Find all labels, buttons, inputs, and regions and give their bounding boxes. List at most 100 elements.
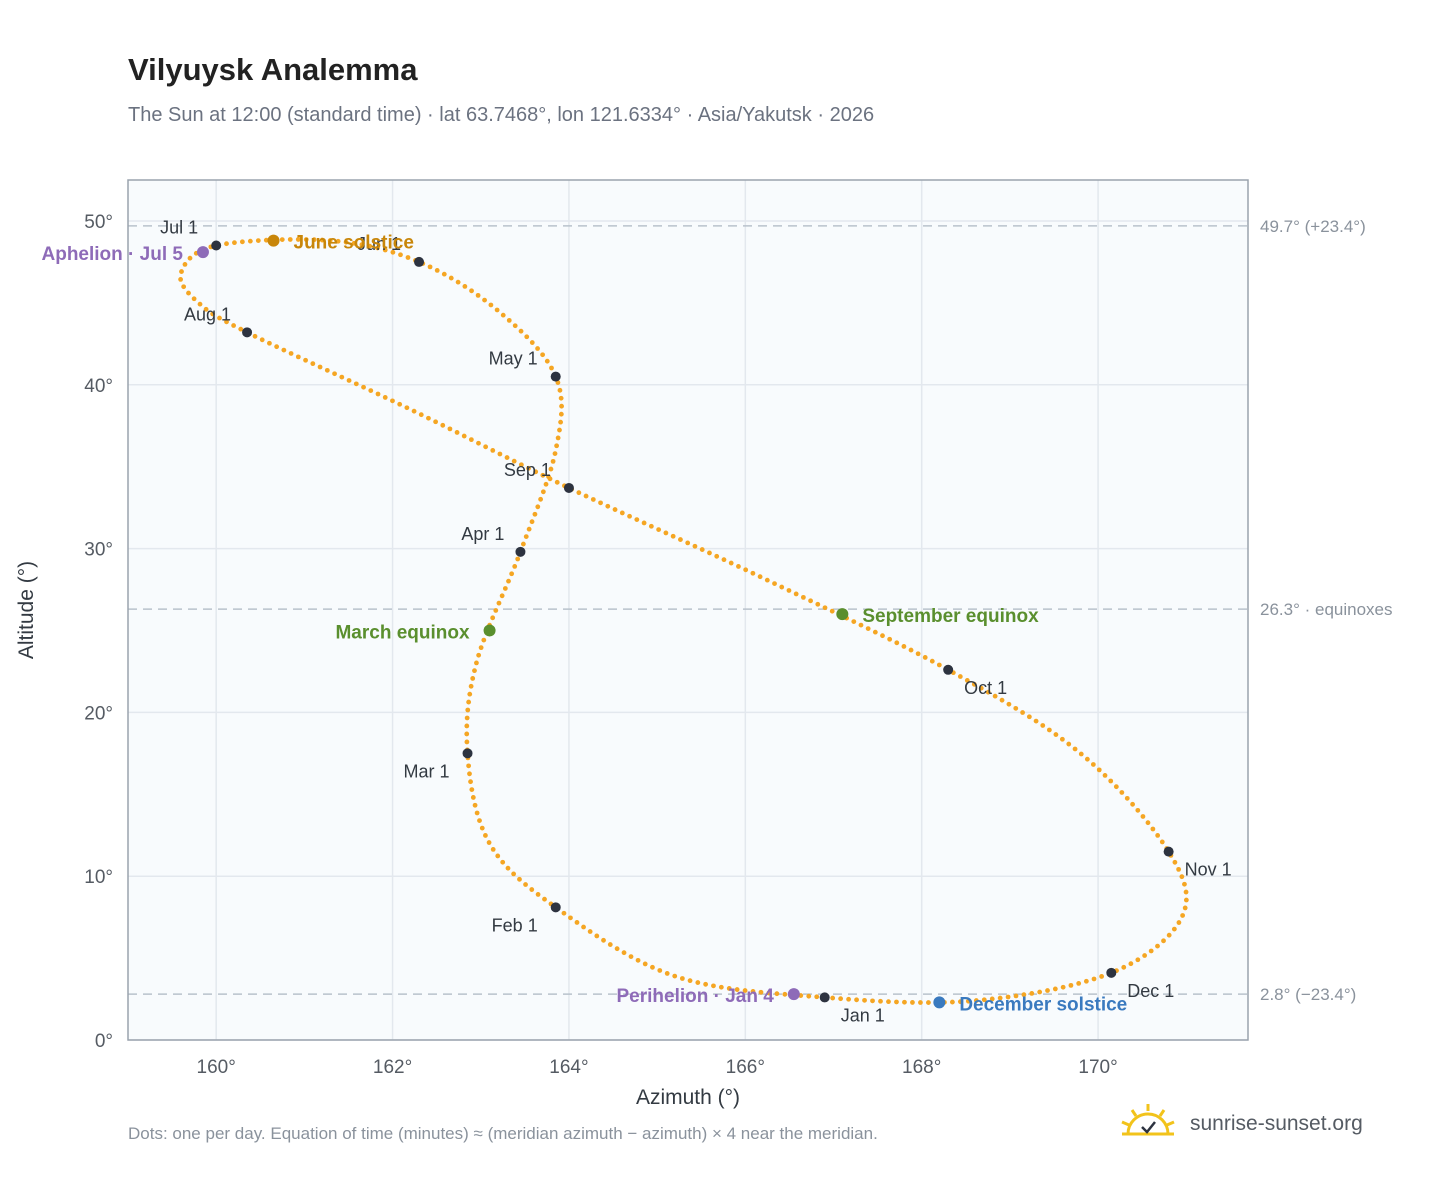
daily-dot xyxy=(515,556,521,562)
daily-dot xyxy=(699,547,705,552)
daily-dot xyxy=(992,693,998,699)
month-marker-label: Oct 1 xyxy=(964,678,1007,698)
daily-dot xyxy=(500,312,506,318)
daily-dot xyxy=(576,490,582,496)
daily-dot xyxy=(343,239,349,245)
daily-dot xyxy=(327,238,333,243)
daily-dot xyxy=(511,871,517,877)
daily-dot xyxy=(1026,714,1032,720)
daily-dot xyxy=(502,586,508,591)
daily-dot xyxy=(504,455,510,460)
daily-dot xyxy=(470,795,476,800)
daily-dot xyxy=(353,381,359,387)
daily-dot xyxy=(468,779,473,785)
daily-dot xyxy=(239,239,245,245)
daily-dot xyxy=(203,306,209,312)
daily-dot xyxy=(714,553,720,559)
daily-dot xyxy=(405,255,411,260)
month-marker-label: Feb 1 xyxy=(492,915,538,935)
plot-frame xyxy=(127,179,1249,1041)
daily-dot xyxy=(862,997,867,1003)
daily-dot xyxy=(469,288,474,294)
daily-dot xyxy=(642,961,648,967)
daily-dot xyxy=(670,533,676,539)
daily-dot xyxy=(679,976,685,981)
daily-dot xyxy=(526,465,531,471)
daily-dot xyxy=(1046,727,1052,733)
y-tick-label: 50° xyxy=(84,212,113,233)
daily-dot xyxy=(263,237,269,243)
daily-dot xyxy=(800,594,806,600)
daily-dot xyxy=(830,995,836,1001)
daily-dot xyxy=(554,479,560,485)
daily-dot xyxy=(1171,926,1177,932)
daily-dot xyxy=(764,577,770,583)
daily-dot xyxy=(1053,732,1059,737)
daily-dot xyxy=(464,723,470,729)
daily-dot xyxy=(908,647,914,653)
y-tick-label: 40° xyxy=(84,376,113,397)
daily-dot xyxy=(441,271,447,277)
y-axis-label: Altitude (°) xyxy=(15,561,38,659)
daily-dot xyxy=(339,374,345,380)
month-marker xyxy=(563,482,574,493)
daily-dot xyxy=(523,534,529,539)
daily-dot xyxy=(434,268,440,273)
month-marker-label: Nov 1 xyxy=(1185,860,1232,880)
month-marker xyxy=(943,664,954,675)
daily-dot xyxy=(462,284,468,289)
daily-dot xyxy=(772,581,777,586)
daily-dot xyxy=(468,437,474,443)
daily-dot xyxy=(476,440,481,446)
reference-line-label: 2.8° (−23.4°) xyxy=(1260,985,1356,1004)
month-marker xyxy=(462,748,473,759)
daily-dot xyxy=(231,323,237,328)
daily-dot xyxy=(806,993,812,999)
daily-dot xyxy=(786,588,792,593)
daily-dot xyxy=(750,570,756,576)
daily-dot xyxy=(1176,866,1182,872)
daily-dot xyxy=(1142,953,1148,958)
daily-dot xyxy=(448,275,454,281)
daily-dot xyxy=(854,997,859,1003)
daily-dot xyxy=(878,998,883,1004)
daily-dot xyxy=(734,987,740,992)
daily-dot xyxy=(1006,701,1012,707)
daily-dot xyxy=(494,307,500,313)
footnote: Dots: one per day. Equation of time (min… xyxy=(128,1124,878,1143)
daily-dot xyxy=(1059,736,1065,742)
daily-dot xyxy=(1102,772,1108,778)
month-marker xyxy=(211,240,222,251)
daily-dot xyxy=(281,347,287,353)
daily-dot xyxy=(793,591,799,597)
daily-dot xyxy=(561,910,567,916)
daily-dot xyxy=(464,739,470,745)
daily-dot xyxy=(692,543,698,549)
daily-dot xyxy=(894,640,900,646)
month-marker-label: Jun 1 xyxy=(357,234,401,254)
daily-dot xyxy=(390,249,396,255)
daily-dot xyxy=(1145,820,1151,826)
daily-dot xyxy=(1140,814,1146,819)
daily-dot xyxy=(187,255,193,261)
daily-dot xyxy=(466,763,472,769)
daily-dot xyxy=(361,384,366,390)
daily-dot xyxy=(985,689,991,695)
daily-dot xyxy=(558,411,564,417)
daily-dot xyxy=(774,991,780,997)
daily-dot xyxy=(728,560,734,566)
daily-dot xyxy=(718,984,724,990)
daily-dot xyxy=(490,846,496,852)
chart-title: Vilyuysk Analemma xyxy=(128,52,418,87)
daily-dot xyxy=(989,996,995,1002)
event-label: Aphelion · Jul 5 xyxy=(42,244,184,265)
daily-dot xyxy=(548,466,554,472)
daily-dot xyxy=(1083,978,1089,984)
daily-dot xyxy=(511,458,517,464)
daily-dot xyxy=(433,419,439,425)
daily-dot xyxy=(382,247,388,253)
daily-dot xyxy=(288,351,294,356)
daily-dot xyxy=(574,920,580,925)
daily-dot xyxy=(1179,874,1185,880)
daily-dot xyxy=(815,601,821,607)
